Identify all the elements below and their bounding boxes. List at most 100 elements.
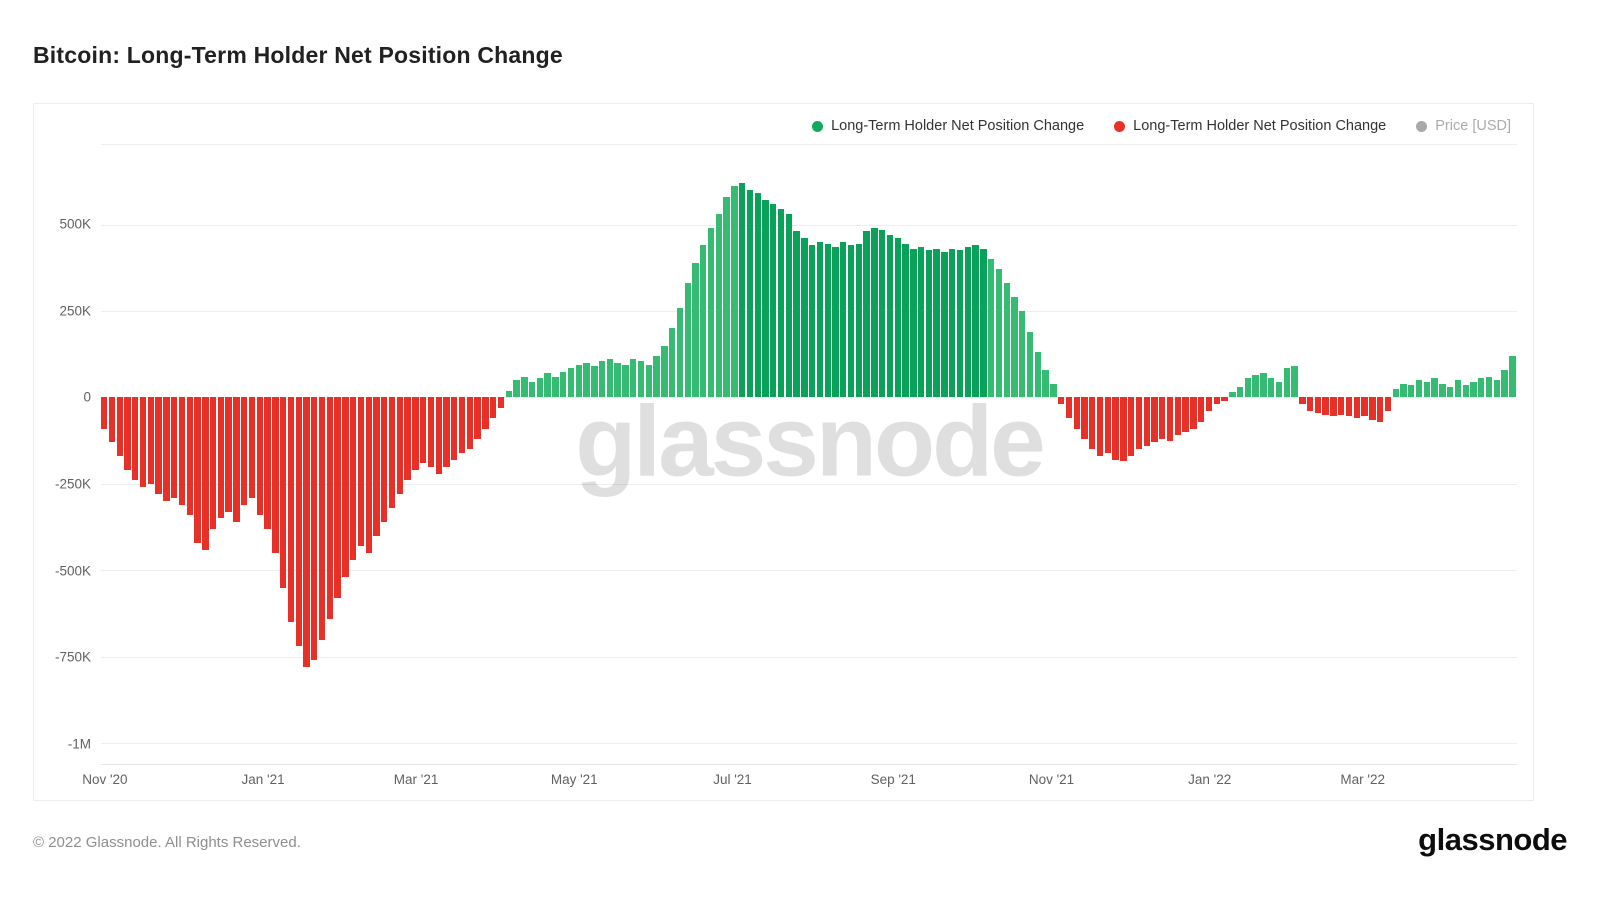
chart-bar[interactable] <box>762 200 769 398</box>
chart-bar[interactable] <box>155 397 162 495</box>
chart-bar[interactable] <box>388 397 396 509</box>
chart-bar[interactable] <box>754 193 761 398</box>
chart-bar[interactable] <box>528 381 536 398</box>
chart-bar[interactable] <box>349 397 357 560</box>
chart-bar[interactable] <box>925 250 933 398</box>
chart-bar[interactable] <box>124 397 131 471</box>
chart-bar[interactable] <box>575 364 582 398</box>
chart-bar[interactable] <box>1283 368 1290 398</box>
chart-bar[interactable] <box>202 397 209 550</box>
chart-bar[interactable] <box>832 247 839 398</box>
chart-bar[interactable] <box>886 234 894 398</box>
chart-bar[interactable] <box>513 380 520 398</box>
chart-bar[interactable] <box>770 203 777 398</box>
chart-bar[interactable] <box>987 259 995 398</box>
chart-bar[interactable] <box>863 231 870 398</box>
chart-bar[interactable] <box>1369 397 1376 420</box>
chart-bar[interactable] <box>1166 397 1174 441</box>
chart-bar[interactable] <box>707 227 715 398</box>
chart-bar[interactable] <box>1439 383 1446 398</box>
chart-bar[interactable] <box>1338 397 1345 415</box>
chart-bar[interactable] <box>614 362 621 398</box>
chart-bar[interactable] <box>311 397 318 661</box>
chart-bar[interactable] <box>490 397 497 419</box>
chart-bar[interactable] <box>248 397 256 498</box>
chart-bar[interactable] <box>933 248 940 398</box>
chart-bar[interactable] <box>902 243 909 398</box>
chart-bar[interactable] <box>209 397 217 529</box>
chart-bar[interactable] <box>295 397 302 647</box>
chart-bar[interactable] <box>1361 397 1368 417</box>
chart-bar[interactable] <box>1034 352 1041 398</box>
chart-bar[interactable] <box>1252 374 1259 398</box>
chart-bar[interactable] <box>225 397 232 512</box>
chart-bar[interactable] <box>1291 366 1298 398</box>
chart-bar[interactable] <box>318 397 326 640</box>
chart-bar[interactable] <box>365 397 372 554</box>
legend-item-lth-net-position-red[interactable]: Long-Term Holder Net Position Change <box>1114 118 1386 134</box>
chart-bar[interactable] <box>637 361 645 398</box>
chart-bar[interactable] <box>1423 381 1430 398</box>
chart-bar[interactable] <box>101 397 108 429</box>
legend-item-lth-net-position-green[interactable]: Long-Term Holder Net Position Change <box>812 118 1084 134</box>
chart-bar[interactable] <box>1065 397 1073 419</box>
chart-bar[interactable] <box>1127 397 1135 457</box>
chart-bar[interactable] <box>1314 397 1322 413</box>
chart-bar[interactable] <box>661 345 668 398</box>
chart-bar[interactable] <box>645 364 652 398</box>
chart-bar[interactable] <box>1236 387 1244 398</box>
chart-bar[interactable] <box>1299 397 1306 405</box>
chart-bar[interactable] <box>840 241 847 398</box>
chart-bar[interactable] <box>427 397 435 467</box>
chart-bar[interactable] <box>1182 397 1189 433</box>
chart-bar[interactable] <box>1213 397 1220 405</box>
chart-bar[interactable] <box>1198 397 1205 422</box>
chart-bar[interactable] <box>1462 385 1469 398</box>
chart-bar[interactable] <box>1392 388 1399 398</box>
chart-bar[interactable] <box>715 214 722 398</box>
chart-bar[interactable] <box>676 307 684 398</box>
chart-bar[interactable] <box>163 397 170 502</box>
chart-bar[interactable] <box>241 397 248 505</box>
chart-bar[interactable] <box>1376 397 1384 422</box>
chart-bar[interactable] <box>964 247 971 398</box>
chart-bar[interactable] <box>910 248 917 398</box>
chart-bar[interactable] <box>684 283 691 398</box>
chart-bar[interactable] <box>816 241 824 398</box>
chart-bar[interactable] <box>396 397 404 495</box>
chart-bar[interactable] <box>1431 378 1438 398</box>
chart-bar[interactable] <box>1493 380 1501 398</box>
chart-bar[interactable] <box>1345 397 1353 417</box>
chart-bar[interactable] <box>1275 381 1283 398</box>
chart-bar[interactable] <box>746 189 754 398</box>
chart-bar[interactable] <box>482 397 489 429</box>
chart-bar[interactable] <box>466 397 474 450</box>
chart-bar[interactable] <box>552 376 559 398</box>
chart-bar[interactable] <box>264 397 271 529</box>
chart-bar[interactable] <box>1205 397 1213 412</box>
chart-bar[interactable] <box>941 252 948 398</box>
chart-bar[interactable] <box>279 397 287 588</box>
chart-bar[interactable] <box>622 364 629 398</box>
chart-bar[interactable] <box>1485 376 1493 398</box>
chart-bar[interactable] <box>1229 392 1236 398</box>
chart-bar[interactable] <box>1089 397 1096 450</box>
chart-bar[interactable] <box>980 248 987 398</box>
chart-bar[interactable] <box>1244 378 1252 398</box>
chart-bar[interactable] <box>521 376 528 398</box>
chart-bar[interactable] <box>785 214 793 398</box>
chart-bar[interactable] <box>1104 397 1112 453</box>
chart-bar[interactable] <box>443 397 450 467</box>
chart-bar[interactable] <box>917 247 925 398</box>
chart-bar[interactable] <box>334 397 341 598</box>
chart-bar[interactable] <box>1050 383 1057 398</box>
chart-bar[interactable] <box>1509 355 1516 398</box>
chart-bar[interactable] <box>738 183 746 398</box>
chart-bar[interactable] <box>1221 397 1228 401</box>
chart-bar[interactable] <box>847 245 855 398</box>
chart-bar[interactable] <box>435 397 442 474</box>
chart-bar[interactable] <box>326 397 333 619</box>
chart-bar[interactable] <box>700 245 707 398</box>
chart-bar[interactable] <box>116 397 123 457</box>
chart-bar[interactable] <box>1081 397 1088 439</box>
